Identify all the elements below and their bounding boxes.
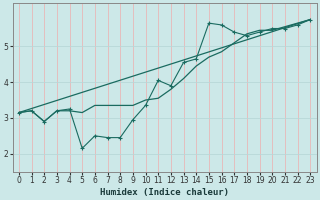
X-axis label: Humidex (Indice chaleur): Humidex (Indice chaleur) <box>100 188 229 197</box>
